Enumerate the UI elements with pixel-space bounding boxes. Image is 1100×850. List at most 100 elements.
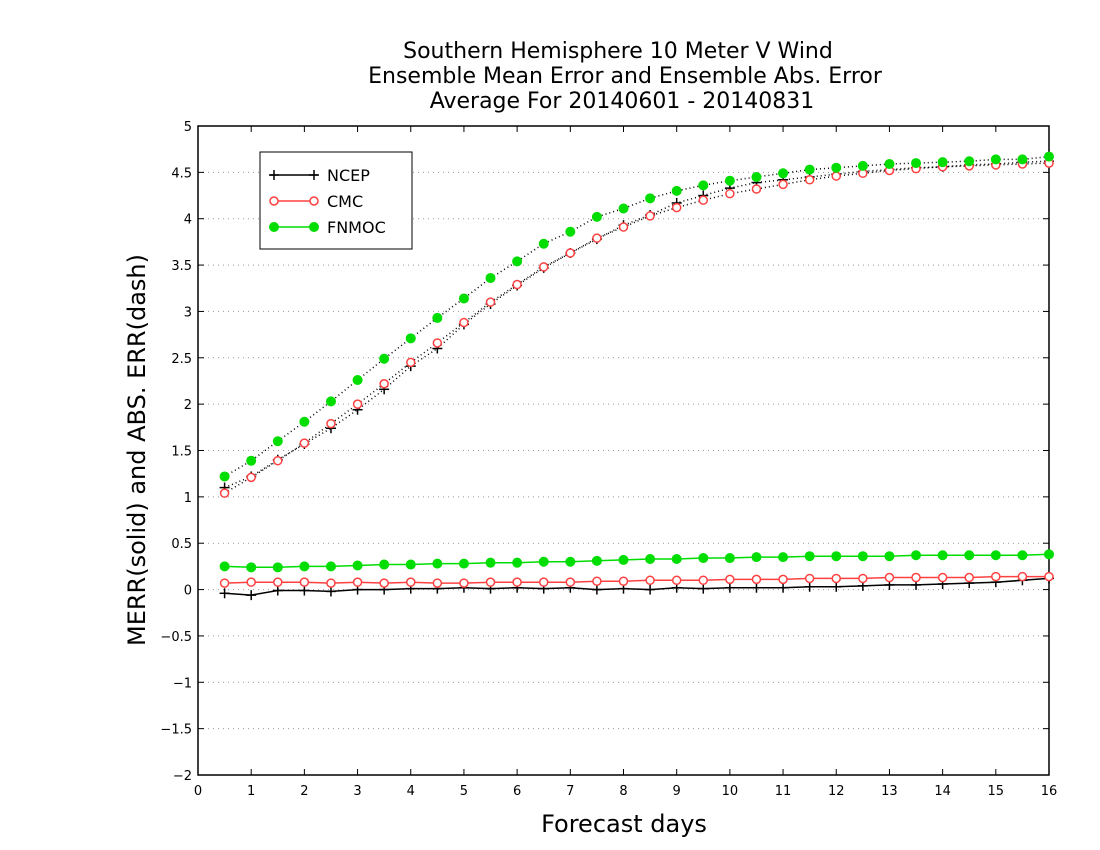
x-tick-label: 5 (460, 784, 468, 799)
data-point-cmc (512, 279, 522, 290)
data-point-cmc (299, 438, 310, 448)
data-point-fnmoc (299, 416, 310, 427)
data-point-fnmoc (591, 555, 602, 566)
series-layer (219, 151, 1054, 601)
data-point-cmc (618, 222, 629, 232)
data-point-fnmoc (299, 561, 310, 572)
data-point-cmc (326, 578, 336, 588)
data-point-cmc (273, 455, 283, 466)
title-line-3: Average For 20140601 - 20140831 (430, 89, 815, 114)
data-point-fnmoc (379, 559, 390, 570)
data-point-ncep (591, 584, 602, 595)
data-point-ncep (246, 590, 257, 601)
y-tick-label: 2 (184, 398, 192, 413)
data-point-fnmoc (352, 375, 363, 386)
data-point-cmc (592, 576, 602, 586)
data-point-cmc (219, 488, 230, 498)
data-point-cmc (406, 357, 416, 368)
data-point-fnmoc (538, 238, 549, 249)
data-point-ncep (325, 586, 336, 597)
y-tick-label: 4 (184, 213, 192, 228)
data-point-cmc (565, 577, 576, 587)
data-point-fnmoc (724, 553, 735, 564)
x-tick-label: 9 (673, 784, 681, 799)
data-point-fnmoc (751, 171, 762, 182)
data-point-cmc (804, 175, 815, 185)
data-point-fnmoc (671, 553, 682, 564)
data-point-ncep (272, 585, 283, 596)
data-point-fnmoc (272, 562, 283, 573)
data-point-fnmoc (911, 550, 922, 561)
x-tick-label: 16 (1041, 784, 1058, 799)
data-point-cmc (725, 574, 735, 585)
data-point-cmc (246, 472, 256, 483)
x-tick-label: 4 (407, 784, 415, 799)
data-point-fnmoc (698, 553, 709, 564)
data-point-fnmoc (937, 157, 948, 168)
data-point-ncep (698, 583, 709, 594)
data-point-fnmoc (911, 158, 922, 169)
data-point-fnmoc (645, 193, 656, 204)
legend-marker-fnmoc (269, 222, 279, 232)
data-point-fnmoc (671, 185, 682, 196)
title-line-1: Southern Hemisphere 10 Meter V Wind (403, 39, 833, 64)
x-tick-label: 10 (722, 784, 739, 799)
data-point-cmc (964, 572, 974, 583)
data-point-cmc (778, 574, 788, 585)
y-tick-label: −1 (173, 676, 192, 691)
data-point-fnmoc (458, 293, 469, 304)
data-point-cmc (991, 571, 1001, 582)
data-point-fnmoc (405, 559, 416, 570)
x-tick-label: 12 (828, 784, 845, 799)
data-point-cmc (512, 577, 522, 587)
data-point-fnmoc (538, 556, 549, 567)
data-point-cmc (751, 184, 762, 194)
data-point-cmc (485, 577, 496, 587)
data-point-cmc (698, 195, 709, 205)
data-point-fnmoc (698, 180, 709, 191)
grid (198, 171, 1049, 730)
y-tick-label: 3.5 (171, 259, 192, 274)
data-point-fnmoc (937, 550, 948, 561)
data-point-cmc (352, 399, 363, 409)
data-point-fnmoc (379, 353, 390, 364)
data-point-cmc (326, 418, 336, 429)
data-point-fnmoc (405, 333, 416, 344)
data-point-fnmoc (1044, 151, 1054, 162)
legend-marker-fnmoc (309, 222, 319, 232)
legend-marker-ncep (309, 170, 319, 180)
data-point-fnmoc (246, 455, 257, 466)
x-tick-label: 0 (194, 784, 202, 799)
data-point-fnmoc (831, 162, 842, 173)
data-point-fnmoc (857, 551, 868, 562)
data-point-fnmoc (565, 226, 576, 237)
data-point-ncep (751, 582, 762, 593)
data-point-cmc (406, 577, 416, 587)
y-tick-label: 2.5 (171, 352, 192, 367)
data-point-ncep (299, 585, 310, 596)
data-point-fnmoc (645, 553, 656, 564)
data-point-cmc (725, 188, 735, 199)
data-point-fnmoc (751, 552, 762, 563)
data-point-cmc (592, 233, 602, 243)
data-point-fnmoc (432, 312, 443, 323)
data-point-fnmoc (724, 175, 735, 186)
data-point-fnmoc (964, 550, 975, 561)
x-tick-label: 6 (513, 784, 521, 799)
data-point-cmc (831, 171, 841, 181)
data-point-cmc (911, 572, 921, 583)
y-tick-label: 0 (184, 584, 192, 599)
data-point-fnmoc (618, 203, 629, 214)
data-point-ncep (778, 582, 789, 593)
data-point-fnmoc (272, 436, 283, 447)
x-tick-label: 1 (247, 784, 255, 799)
data-point-cmc (379, 578, 389, 588)
y-tick-label: 1 (184, 491, 192, 506)
y-tick-label: 3 (184, 305, 192, 320)
data-point-ncep (724, 582, 735, 593)
data-point-cmc (751, 574, 762, 585)
legend-label-fnmoc: FNMOC (327, 218, 386, 237)
data-point-fnmoc (432, 558, 443, 569)
y-tick-label: 0.5 (171, 537, 192, 552)
data-point-ncep (219, 588, 230, 599)
